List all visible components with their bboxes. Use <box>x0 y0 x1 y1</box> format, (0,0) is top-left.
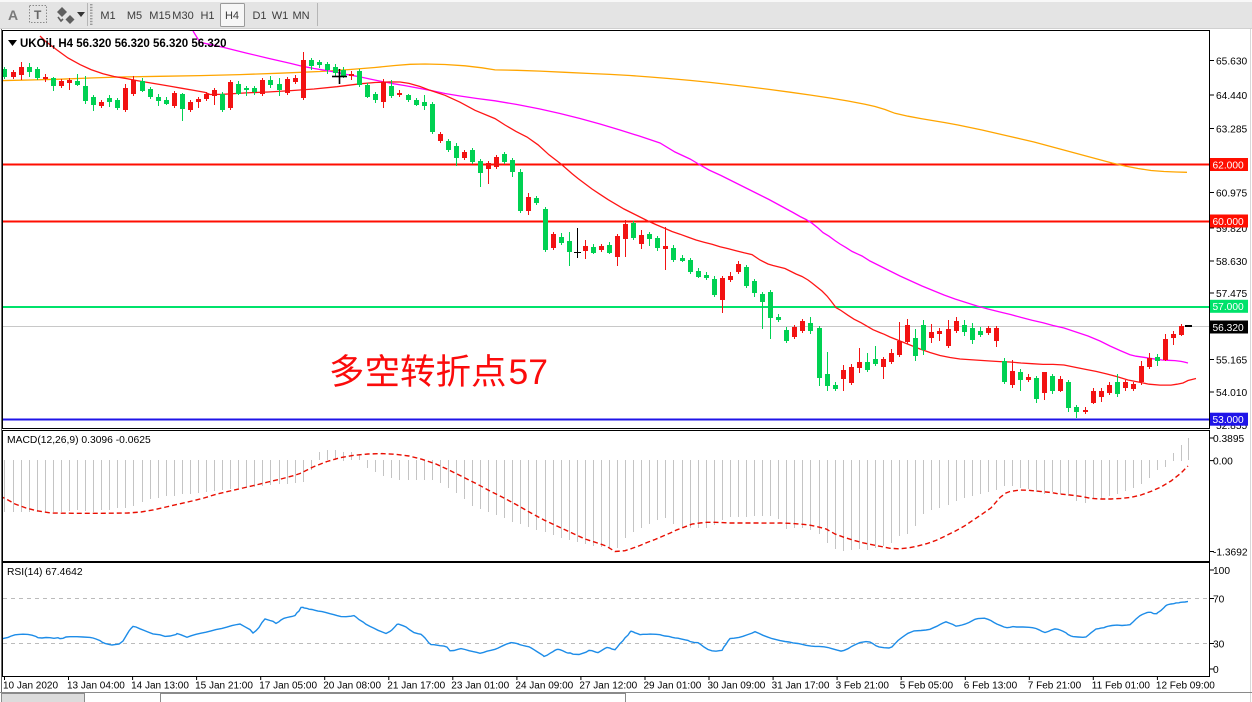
svg-text:14 Jan 13:00: 14 Jan 13:00 <box>131 681 189 692</box>
svg-text:15 Jan 21:00: 15 Jan 21:00 <box>195 681 253 692</box>
svg-text:59.820: 59.820 <box>1216 224 1247 235</box>
svg-text:7 Feb 21:00: 7 Feb 21:00 <box>1028 681 1082 692</box>
svg-text:55.165: 55.165 <box>1216 355 1247 366</box>
svg-text:M30: M30 <box>172 10 193 22</box>
svg-text:MACD(12,26,9) 0.3096 -0.0625: MACD(12,26,9) 0.3096 -0.0625 <box>7 435 151 446</box>
svg-text:13 Jan 04:00: 13 Jan 04:00 <box>67 681 125 692</box>
svg-text:0: 0 <box>1213 665 1219 676</box>
svg-text:57: 57 <box>509 352 549 392</box>
svg-text:3 Feb 21:00: 3 Feb 21:00 <box>836 681 890 692</box>
svg-text:10 Jan 2020: 10 Jan 2020 <box>3 681 58 692</box>
svg-text:30 Jan 09:00: 30 Jan 09:00 <box>708 681 766 692</box>
svg-text:53.000: 53.000 <box>1213 415 1244 426</box>
svg-text:D1: D1 <box>252 10 266 22</box>
svg-text:6 Feb 13:00: 6 Feb 13:00 <box>964 681 1018 692</box>
svg-text:H4: H4 <box>225 10 239 22</box>
svg-text:52.855: 52.855 <box>1216 421 1247 432</box>
svg-text:62.000: 62.000 <box>1213 160 1244 171</box>
svg-text:58.630: 58.630 <box>1216 257 1247 268</box>
svg-text:24 Jan 09:00: 24 Jan 09:00 <box>515 681 573 692</box>
svg-text:RSI(14) 67.4642: RSI(14) 67.4642 <box>7 567 83 578</box>
svg-text:65.630: 65.630 <box>1216 56 1247 67</box>
svg-text:21 Jan 17:00: 21 Jan 17:00 <box>387 681 445 692</box>
svg-text:60.975: 60.975 <box>1216 188 1247 199</box>
svg-text:17 Jan 05:00: 17 Jan 05:00 <box>259 681 317 692</box>
svg-text:12 Feb 09:00: 12 Feb 09:00 <box>1156 681 1215 692</box>
svg-text:70: 70 <box>1213 594 1225 605</box>
svg-text:UKOil, H4 56.320 56.320 56.32: UKOil, H4 56.320 56.320 56.320 56.320 <box>20 38 227 50</box>
svg-text:M1: M1 <box>100 10 115 22</box>
svg-text:M15: M15 <box>149 10 170 22</box>
svg-text:63.285: 63.285 <box>1216 124 1247 135</box>
svg-text:27 Jan 12:00: 27 Jan 12:00 <box>579 681 637 692</box>
svg-text:MN: MN <box>292 10 309 22</box>
svg-text:0.00: 0.00 <box>1213 456 1233 467</box>
svg-text:30: 30 <box>1213 639 1225 650</box>
svg-text:W1: W1 <box>272 10 289 22</box>
svg-text:31 Jan 17:00: 31 Jan 17:00 <box>772 681 830 692</box>
svg-text:100: 100 <box>1213 566 1230 577</box>
svg-text:-1.3692: -1.3692 <box>1213 547 1248 558</box>
svg-text:56.320: 56.320 <box>1213 323 1244 334</box>
svg-text:23 Jan 01:00: 23 Jan 01:00 <box>451 681 509 692</box>
svg-text:0.3895: 0.3895 <box>1213 434 1244 445</box>
svg-text:20 Jan 08:00: 20 Jan 08:00 <box>323 681 381 692</box>
svg-text:5 Feb 05:00: 5 Feb 05:00 <box>900 681 954 692</box>
svg-text:T: T <box>34 8 42 22</box>
svg-text:A: A <box>8 7 18 23</box>
svg-text:29 Jan 01:00: 29 Jan 01:00 <box>644 681 702 692</box>
svg-text:57.475: 57.475 <box>1216 289 1247 300</box>
svg-text:64.440: 64.440 <box>1216 91 1247 102</box>
svg-text:54.010: 54.010 <box>1216 388 1247 399</box>
svg-text:H1: H1 <box>200 10 214 22</box>
svg-text:57.000: 57.000 <box>1213 302 1244 313</box>
svg-text:M5: M5 <box>127 10 142 22</box>
svg-text:60.000: 60.000 <box>1213 217 1244 228</box>
svg-text:11 Feb 01:00: 11 Feb 01:00 <box>1092 681 1151 692</box>
